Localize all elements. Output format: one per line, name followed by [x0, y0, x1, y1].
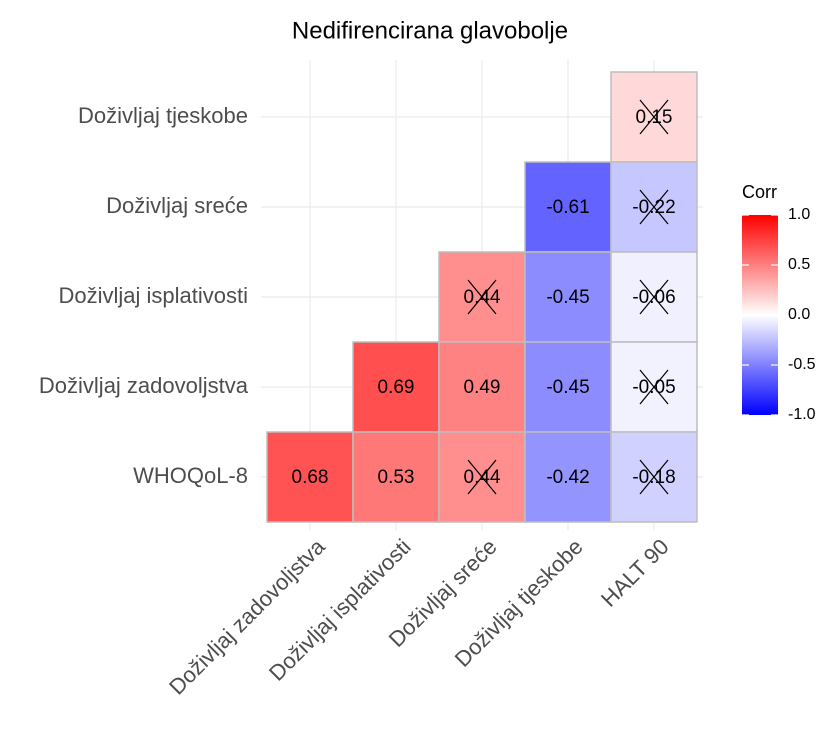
- legend-tick-label: 1.0: [788, 206, 810, 223]
- insignificant-cross: [639, 369, 669, 405]
- chart-title: Nedifirencirana glavobolje: [292, 17, 568, 44]
- legend-tick-label: -0.5: [788, 356, 816, 373]
- insignificant-cross: [467, 459, 497, 495]
- heatmap-cell: [524, 161, 612, 253]
- y-tick-label: Doživljaj isplativosti: [58, 283, 248, 308]
- cross-stroke: [639, 369, 669, 405]
- insignificant-cross: [639, 99, 669, 135]
- cell-label: -0.42: [546, 467, 589, 488]
- cross-stroke: [639, 99, 669, 135]
- y-tick-label: Doživljaj zadovoljstva: [39, 373, 249, 398]
- x-tick-label: Doživljaj isplativosti: [264, 534, 416, 686]
- cell-label: 0.53: [378, 467, 415, 488]
- x-tick-label: HALT 90: [596, 534, 674, 612]
- cell-label: -0.45: [546, 287, 589, 308]
- y-tick-label: Doživljaj tjeskobe: [78, 103, 248, 128]
- cross-stroke: [467, 459, 497, 495]
- cross-stroke: [639, 459, 669, 495]
- x-tick-label: Doživljaj zadovoljstva: [164, 533, 330, 699]
- y-tick-label: Doživljaj sreće: [106, 193, 248, 218]
- cell-label: 0.49: [464, 377, 501, 398]
- insignificant-cross: [639, 189, 669, 225]
- cell-label: 0.68: [292, 467, 329, 488]
- heatmap-cell: [352, 431, 440, 523]
- insignificant-cross: [467, 279, 497, 315]
- legend-tick-label: -1.0: [788, 406, 816, 423]
- heatmap-cell: [438, 341, 526, 433]
- cross-stroke: [467, 279, 497, 315]
- legend-tick-label: 0.0: [788, 306, 810, 323]
- cross-stroke: [639, 189, 669, 225]
- cell-label: -0.61: [546, 197, 589, 218]
- cell-label: 0.69: [378, 377, 415, 398]
- heatmap-cell: [524, 251, 612, 343]
- heatmap-cell: [266, 431, 354, 523]
- insignificant-cross: [639, 459, 669, 495]
- cross-stroke: [639, 279, 669, 315]
- insignificant-cross: [639, 279, 669, 315]
- cell-label: -0.45: [546, 377, 589, 398]
- legend-tick-label: 0.5: [788, 256, 810, 273]
- heatmap-cell: [524, 431, 612, 523]
- legend-title: Corr: [742, 182, 777, 202]
- heatmap-cell: [524, 341, 612, 433]
- y-tick-label: WHOQoL-8: [133, 463, 248, 488]
